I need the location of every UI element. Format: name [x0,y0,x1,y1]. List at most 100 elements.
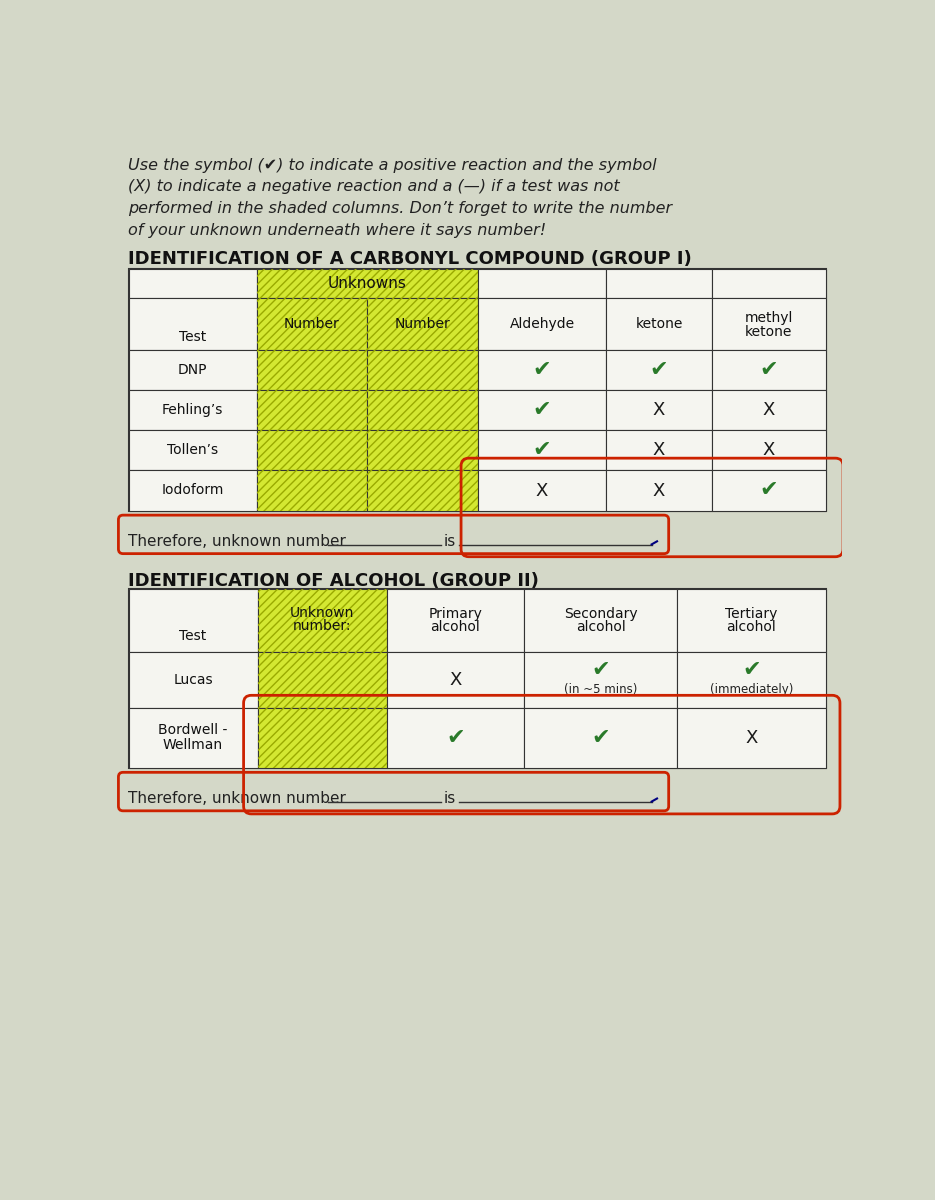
Text: is: is [444,791,456,806]
Text: Primary: Primary [428,607,482,622]
Bar [128,298,256,350]
Text: X: X [763,442,775,460]
Bar [525,708,677,768]
Text: X: X [653,481,665,499]
Bar [256,470,367,510]
Text: Use the symbol (✔) to indicate a positive reaction and the symbol
(X) to indicat: Use the symbol (✔) to indicate a positiv… [128,158,672,238]
Bar [256,350,367,390]
Text: ✔: ✔ [533,401,552,420]
Bar [478,390,606,431]
Text: X: X [763,402,775,420]
Text: X: X [536,481,548,499]
Bar [257,589,386,652]
Bar [712,350,826,390]
Bar [256,350,367,390]
Bar [677,653,826,708]
Text: DNP: DNP [178,364,208,377]
Bar [367,298,478,350]
Bar [606,298,712,350]
Bar [606,269,712,298]
Text: ✔: ✔ [446,727,465,748]
Text: IDENTIFICATION OF A CARBONYL COMPOUND (GROUP I): IDENTIFICATION OF A CARBONYL COMPOUND (G… [128,251,692,269]
Text: Bordwell -: Bordwell - [158,724,228,738]
Bar [367,350,478,390]
Text: Therefore, unknown number: Therefore, unknown number [128,534,346,548]
Bar [367,350,478,390]
Text: (in ~5 mins): (in ~5 mins) [564,683,638,696]
Text: Iodoform: Iodoform [162,484,223,498]
Bar [478,298,606,350]
Bar [677,708,826,768]
Text: Tertiary: Tertiary [726,607,778,622]
Bar [128,269,256,298]
Text: Tollen’s: Tollen’s [167,444,218,457]
Text: Test: Test [179,330,206,344]
Bar [367,390,478,431]
Text: alcohol: alcohol [431,620,481,634]
Text: ✔: ✔ [742,660,761,680]
Bar [606,470,712,510]
Text: (immediately): (immediately) [710,683,793,696]
Bar [256,298,367,350]
Text: Lucas: Lucas [173,673,213,686]
Text: alcohol: alcohol [576,620,626,634]
Bar [478,269,606,298]
Bar [256,431,367,470]
Bar [367,470,478,510]
Bar [128,431,256,470]
Text: Secondary: Secondary [564,607,638,622]
Text: X: X [449,671,462,689]
Bar [128,653,257,708]
Bar [128,589,257,652]
Text: number:: number: [293,619,352,632]
Bar [257,589,386,652]
Bar [386,708,525,768]
Text: Number: Number [395,317,451,331]
Bar [257,653,386,708]
Text: Aldehyde: Aldehyde [510,317,575,331]
Bar [128,390,256,431]
Text: Number: Number [284,317,339,331]
Text: ✔: ✔ [591,727,610,748]
Bar [256,431,367,470]
Bar [606,431,712,470]
Bar [367,431,478,470]
Bar [367,390,478,431]
Bar [478,470,606,510]
Bar [128,350,256,390]
Bar [712,390,826,431]
Bar [525,653,677,708]
Bar [386,653,525,708]
Bar [386,589,525,652]
Text: Unknown: Unknown [290,606,354,620]
Bar [367,298,478,350]
Bar [256,470,367,510]
Bar [367,470,478,510]
Text: ✔: ✔ [759,480,778,500]
Text: ketone: ketone [745,325,793,340]
Bar [256,269,478,298]
Bar [525,589,677,652]
Bar [128,269,826,510]
Bar [478,431,606,470]
Bar [712,269,826,298]
Text: is: is [444,534,456,548]
Text: Unknowns: Unknowns [328,276,407,290]
Bar [256,298,367,350]
Bar [606,390,712,431]
Text: alcohol: alcohol [726,620,776,634]
Text: X: X [745,728,757,746]
Text: Therefore, unknown number: Therefore, unknown number [128,791,346,806]
Text: Fehling’s: Fehling’s [162,403,223,418]
Text: ✔: ✔ [533,440,552,461]
Bar [478,350,606,390]
Bar [128,470,256,510]
Bar [257,653,386,708]
Bar [128,708,257,768]
Text: X: X [653,442,665,460]
Bar [712,470,826,510]
Text: Wellman: Wellman [163,738,223,752]
Text: IDENTIFICATION OF ALCOHOL (GROUP II): IDENTIFICATION OF ALCOHOL (GROUP II) [128,572,539,590]
Bar [367,431,478,470]
Text: ✔: ✔ [533,360,552,380]
